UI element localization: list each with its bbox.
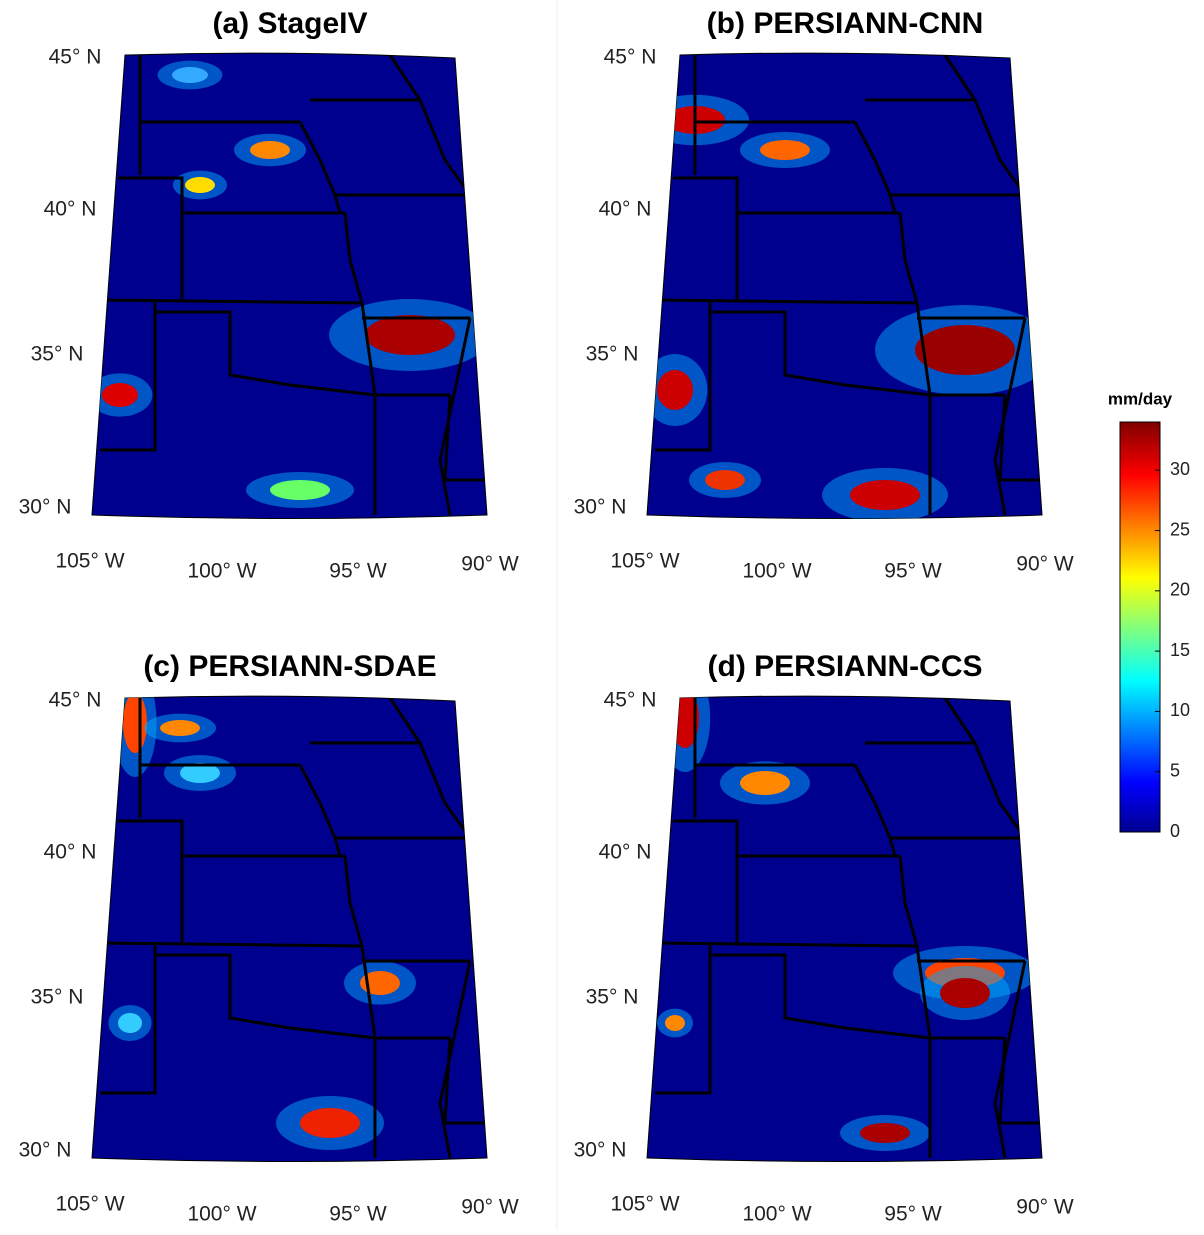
- latitude-label: 30° N: [19, 496, 72, 519]
- map-panel: (c) PERSIANN-SDAE 45° N 40° N 35° N 30° N 105…: [19, 650, 519, 1226]
- rain-cell: [860, 1123, 910, 1143]
- colorbar-tick-label: 15: [1170, 640, 1190, 660]
- panel-title: (b) PERSIANN-CNN: [707, 7, 984, 40]
- colorbar-tick-label: 5: [1170, 760, 1180, 780]
- colorbar: [1120, 422, 1160, 832]
- rain-cell: [102, 383, 138, 407]
- latitude-label: 40° N: [44, 198, 97, 221]
- colorbar-tick-label: 20: [1170, 580, 1190, 600]
- rain-cell: [160, 720, 200, 736]
- rain-cell: [250, 141, 290, 159]
- longitude-label: 90° W: [1016, 1196, 1074, 1219]
- colorbar-tick-label: 10: [1170, 700, 1190, 720]
- latitude-label: 40° N: [599, 198, 652, 221]
- rain-cell: [760, 140, 810, 160]
- colorbar-tick-label: 30: [1170, 459, 1190, 479]
- colorbar-label: mm/day: [1108, 389, 1173, 408]
- longitude-label: 90° W: [461, 553, 519, 576]
- longitude-label: 105° W: [610, 550, 679, 573]
- longitude-label: 100° W: [187, 1203, 256, 1226]
- map-panel: (b) PERSIANN-CNN 45° N 40° N 35° N 30° N 105°…: [574, 7, 1074, 583]
- latitude-label: 30° N: [574, 496, 627, 519]
- rain-cell: [172, 67, 208, 83]
- latitude-label: 30° N: [574, 1139, 627, 1162]
- panel-title: (c) PERSIANN-SDAE: [143, 650, 436, 683]
- latitude-label: 45° N: [49, 689, 102, 712]
- latitude-label: 35° N: [31, 343, 84, 366]
- longitude-label: 90° W: [461, 1196, 519, 1219]
- latitude-label: 45° N: [604, 689, 657, 712]
- rain-cell: [705, 470, 745, 490]
- longitude-label: 95° W: [884, 1203, 942, 1226]
- longitude-label: 100° W: [742, 560, 811, 583]
- latitude-label: 35° N: [31, 986, 84, 1009]
- latitude-label: 40° N: [599, 841, 652, 864]
- longitude-label: 100° W: [742, 1203, 811, 1226]
- latitude-label: 45° N: [604, 46, 657, 69]
- longitude-label: 105° W: [55, 550, 124, 573]
- rain-cell: [185, 177, 215, 193]
- colorbar-tick-label: 0: [1170, 821, 1180, 841]
- rain-cell: [123, 693, 147, 753]
- panel-title: (a) StageIV: [212, 7, 367, 40]
- map-panel: (a) StageIV 45° N 40° N 35° N 30° N 105° W 100…: [19, 7, 519, 583]
- rain-cell: [665, 1015, 685, 1031]
- rain-cell: [740, 771, 790, 795]
- longitude-label: 100° W: [187, 560, 256, 583]
- longitude-label: 95° W: [329, 1203, 387, 1226]
- rain-cell: [300, 1108, 360, 1138]
- longitude-label: 105° W: [55, 1193, 124, 1216]
- latitude-label: 35° N: [586, 343, 639, 366]
- map-panel: (d) PERSIANN-CCS 45° N 40° N 35° N 30° N 105°…: [574, 650, 1074, 1226]
- rain-cell: [915, 325, 1015, 375]
- latitude-label: 30° N: [19, 1139, 72, 1162]
- longitude-label: 95° W: [884, 560, 942, 583]
- rain-cell: [365, 315, 455, 355]
- rain-cell: [118, 1013, 142, 1033]
- panel-title: (d) PERSIANN-CCS: [708, 650, 983, 683]
- figure: (a) StageIV45° N40° N35° N30° N105° W100…: [0, 0, 1204, 1230]
- rain-cell: [657, 370, 693, 410]
- longitude-label: 95° W: [329, 560, 387, 583]
- latitude-label: 40° N: [44, 841, 97, 864]
- longitude-label: 90° W: [1016, 553, 1074, 576]
- rain-cell: [940, 978, 990, 1008]
- colorbar-tick-label: 25: [1170, 519, 1190, 539]
- rain-cell: [850, 480, 920, 510]
- latitude-label: 35° N: [586, 986, 639, 1009]
- latitude-label: 45° N: [49, 46, 102, 69]
- longitude-label: 105° W: [610, 1193, 679, 1216]
- rain-cell: [270, 480, 330, 500]
